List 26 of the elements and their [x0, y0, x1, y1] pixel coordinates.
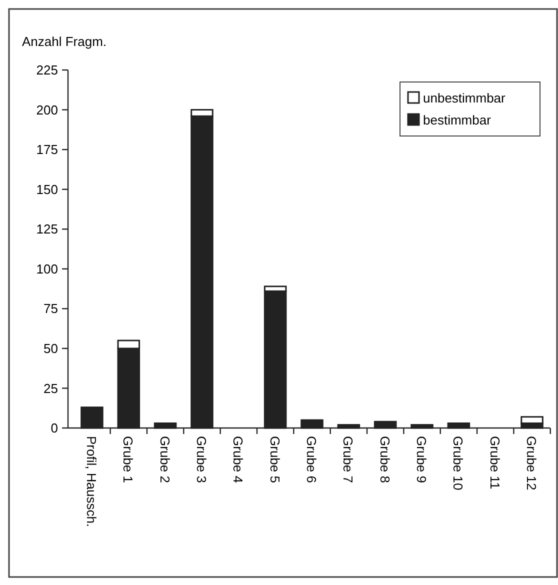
- x-tick-label: Grube 12: [524, 436, 540, 490]
- y-tick-label: 150: [36, 182, 58, 197]
- y-tick-label: 25: [44, 380, 58, 396]
- x-tick-label: Grube 2: [157, 436, 172, 483]
- x-tick-label: Grube 1: [120, 436, 136, 483]
- y-tick-label: 125: [36, 222, 58, 237]
- y-tick-label: 0: [50, 420, 58, 436]
- x-tick-label: Grube 6: [304, 436, 319, 483]
- y-tick-label: 175: [36, 142, 58, 158]
- y-tick-label: 225: [36, 62, 58, 78]
- x-tick-label: Grube 5: [267, 436, 282, 483]
- x-tick-label: Grube 10: [450, 436, 466, 490]
- legend-label: unbestimmbar: [423, 90, 506, 106]
- x-tick-label: Grube 11: [487, 436, 502, 490]
- y-axis-title: Anzahl Fragm.: [22, 34, 107, 49]
- x-tick-label: Grube 4: [230, 436, 246, 483]
- legend-label: bestimmbar: [423, 112, 492, 128]
- x-tick-label: Profil, Haussch.: [84, 436, 99, 528]
- y-tick-label: 50: [44, 340, 58, 356]
- x-tick-label: Grube 7: [340, 436, 356, 483]
- y-tick-label: 200: [36, 102, 58, 118]
- y-tick-label: 75: [44, 301, 58, 316]
- x-tick-label: Grube 8: [377, 436, 392, 483]
- x-tick-label: Grube 9: [414, 436, 430, 483]
- y-tick-label: 100: [36, 261, 58, 276]
- x-tick-label: Grube 3: [194, 436, 209, 483]
